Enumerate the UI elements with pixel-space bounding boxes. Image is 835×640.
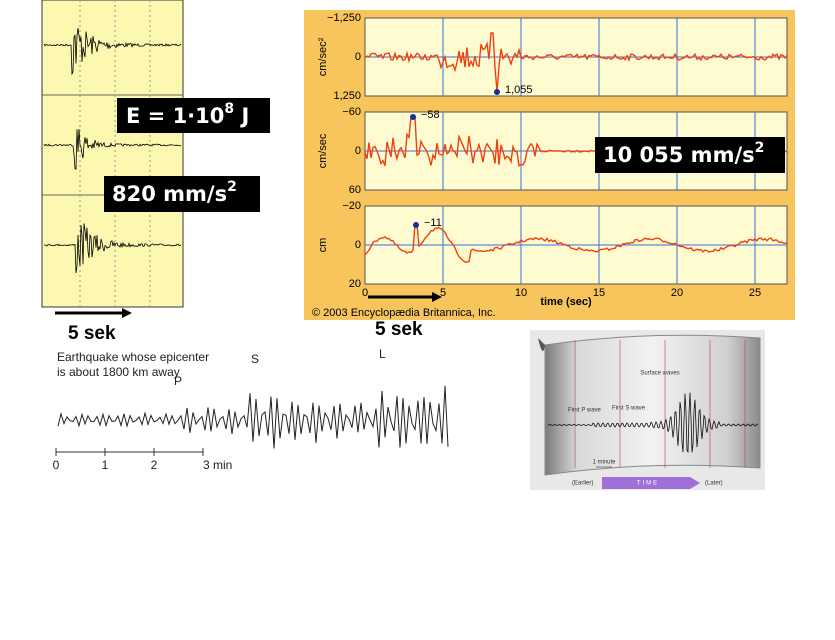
y-tick-label: 20 <box>349 278 361 290</box>
x-tick-label: 5 <box>440 287 446 299</box>
y-axis-label: cm/sec² <box>317 37 329 76</box>
drum-edge <box>538 338 545 352</box>
trace <box>57 385 449 449</box>
x-tick-label: 10 <box>515 287 527 299</box>
text: J <box>234 104 249 128</box>
energy-label: E = 1·108 J <box>126 101 249 128</box>
exponent: 2 <box>227 179 237 195</box>
y-tick-label: 0 <box>355 51 361 63</box>
phase-label: P <box>174 374 182 388</box>
peak-dot <box>410 114 416 120</box>
peak-label: −58 <box>421 109 440 121</box>
peak-label: −11 <box>424 217 442 229</box>
phase-label: L <box>379 347 386 361</box>
exponent: 8 <box>224 101 234 117</box>
drum <box>544 334 761 476</box>
annotation: First P wave <box>568 408 602 414</box>
seismogram-strips <box>41 0 184 308</box>
label-box <box>595 137 785 173</box>
arrow-head <box>432 292 442 302</box>
caption: is about 1800 km away <box>57 365 180 379</box>
time-arrow <box>602 477 700 489</box>
y-tick-label: 0 <box>355 239 361 251</box>
text: 820 mm/s <box>112 182 227 206</box>
trace <box>43 223 182 274</box>
label-box <box>104 176 260 212</box>
time-tick-label: 3 min <box>203 458 232 472</box>
text: E = 1·10 <box>126 104 224 128</box>
annotation: 1 minute <box>592 460 616 466</box>
x-tick-label: 20 <box>671 287 683 299</box>
time-tick-label: 2 <box>151 458 158 472</box>
peak-label: 1,055 <box>505 84 533 96</box>
trace <box>364 224 788 263</box>
annotation: First S wave <box>612 406 646 412</box>
scale-label: 5 sek <box>375 319 423 340</box>
y-tick-label: −60 <box>342 106 361 118</box>
x-axis-label: time (sec) <box>540 296 592 308</box>
trace <box>364 32 788 93</box>
peak-dot <box>413 222 419 228</box>
y-tick-label: 0 <box>355 145 361 157</box>
x-tick-label: 0 <box>362 287 368 299</box>
trace <box>547 392 759 454</box>
scale-label: 5 sek <box>68 323 116 344</box>
annotation: (Earlier) <box>572 481 593 487</box>
y-tick-label: −1,250 <box>327 12 361 24</box>
time-tick-label: 0 <box>53 458 60 472</box>
annotation: TIME <box>637 481 659 487</box>
trace <box>43 27 182 76</box>
annotated-seismogram: Earthquake whose epicenter is about 1800… <box>53 347 449 472</box>
annotation: Surface waves <box>640 371 679 377</box>
y-axis-label: cm <box>317 238 329 253</box>
arrow-head <box>122 308 132 318</box>
peak-dot <box>494 89 500 95</box>
credit: © 2003 Encyclopædia Britannica, Inc. <box>312 307 496 319</box>
y-tick-label: 1,250 <box>333 90 361 102</box>
acceleration-label: 10 055 mm/s2 <box>603 140 764 167</box>
strip-background <box>41 0 184 308</box>
x-tick-label: 25 <box>749 287 761 299</box>
drum-recorder: Surface waves First P wave First S wave … <box>530 330 765 490</box>
acceleration-label: 820 mm/s2 <box>112 179 237 206</box>
caption: Earthquake whose epicenter <box>57 350 209 364</box>
x-tick-label: 15 <box>593 287 605 299</box>
text: 10 055 mm/s <box>603 143 755 167</box>
trace <box>43 129 182 170</box>
annotation: (Later) <box>705 481 723 487</box>
y-axis-label: cm/sec <box>317 133 329 168</box>
phase-label: S <box>251 352 259 366</box>
label-box <box>117 98 270 133</box>
y-tick-label: −20 <box>342 200 361 212</box>
time-tick-label: 1 <box>102 458 109 472</box>
y-tick-label: 60 <box>349 184 361 196</box>
exponent: 2 <box>755 140 765 156</box>
